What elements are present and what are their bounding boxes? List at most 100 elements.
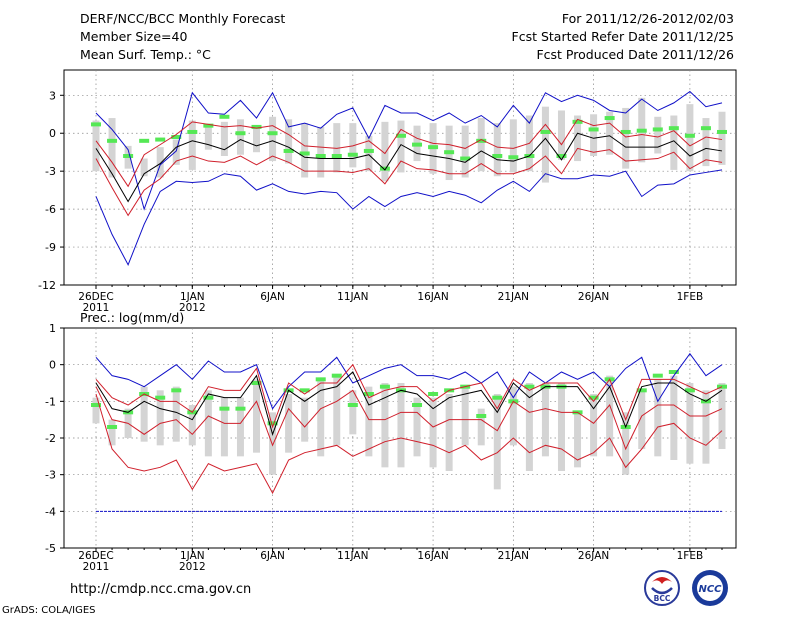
y-tick-label: -6 [45, 203, 56, 216]
median-marker [155, 137, 166, 142]
spread-box [108, 419, 116, 446]
mean-plus-sd-line [95, 363, 723, 429]
precip-title: Prec.: log(mm/d) [80, 310, 184, 325]
median-marker [476, 138, 487, 143]
median-marker [315, 154, 326, 158]
y-tick-label: -2 [45, 432, 56, 445]
spread-box [493, 394, 501, 490]
median-marker [460, 156, 471, 161]
y-tick-label: 0 [49, 127, 56, 140]
mean-line [95, 132, 723, 203]
spread-box [702, 390, 710, 464]
spread-box [317, 379, 325, 457]
median-marker [492, 395, 503, 400]
y-tick-label: 0 [49, 359, 56, 372]
median-marker [492, 154, 503, 158]
median-marker [299, 388, 310, 393]
mean-minus-sd-line [95, 147, 723, 217]
x-tick-sublabel: 2012 [179, 561, 206, 573]
median-marker [299, 151, 310, 156]
median-marker [123, 154, 134, 158]
x-tick-sublabel: 2012 [179, 302, 206, 314]
x-tick-label: 6JAN [260, 550, 285, 562]
spread-box [381, 121, 389, 182]
max-line [95, 90, 723, 211]
median-marker [251, 124, 262, 129]
spread-box [381, 383, 389, 468]
x-tick-label: 6JAN [260, 291, 285, 303]
spread-box [269, 412, 277, 475]
spread-box [220, 397, 228, 457]
median-marker [267, 131, 278, 136]
spread-box [204, 390, 212, 457]
median-marker [652, 373, 663, 378]
spread-box [622, 412, 630, 475]
min-line [95, 169, 723, 266]
median-marker [91, 403, 101, 407]
grads-credit: GrADS: COLA/IGES [2, 605, 96, 616]
median-marker [347, 152, 358, 157]
median-marker [187, 129, 198, 134]
x-tick-label: 1JAN [180, 550, 205, 562]
median-marker [91, 122, 101, 127]
y-tick-label: -1 [45, 395, 56, 408]
x-tick-label: 1FEB [677, 550, 704, 562]
median-marker [412, 142, 423, 147]
median-marker [428, 145, 439, 150]
y-tick-label: -3 [45, 165, 56, 178]
x-tick-label: 26DEC [78, 550, 113, 562]
spread-box [670, 375, 678, 460]
spread-box [429, 397, 437, 468]
spread-box [670, 115, 678, 170]
x-tick-label: 1FEB [677, 291, 704, 303]
source-url[interactable]: http://cmdp.ncc.cma.gov.cn [70, 582, 252, 597]
spread-box [204, 124, 212, 150]
spread-box [365, 135, 373, 172]
median-marker [636, 388, 647, 393]
spread-box [461, 125, 469, 178]
x-tick-label: 16JAN [417, 291, 448, 303]
median-marker [363, 392, 374, 396]
x-tick-label: 21JAN [498, 550, 529, 562]
median-marker [684, 133, 695, 138]
x-tick-label: 16JAN [417, 550, 448, 562]
y-tick-label: -4 [45, 505, 56, 518]
spread-box [718, 383, 726, 449]
spread-box [606, 375, 614, 457]
median-marker [717, 384, 727, 389]
bcc-logo-text: BCC [654, 594, 671, 603]
lower-envelope-line [95, 393, 723, 495]
x-tick-label: 26DEC [78, 291, 113, 303]
x-tick-label: 1JAN [180, 291, 205, 303]
median-marker [588, 395, 599, 400]
median-marker [508, 155, 519, 160]
median-marker [412, 403, 423, 407]
spread-box [317, 126, 325, 178]
median-marker [652, 127, 663, 132]
spread-box [349, 123, 357, 168]
mean-plus-sd-line [95, 118, 723, 188]
spread-box [188, 120, 196, 170]
median-marker [476, 414, 487, 418]
spread-box [220, 121, 228, 156]
median-marker [107, 138, 118, 143]
ncc-logo: NCC [692, 570, 728, 606]
spread-box [702, 118, 710, 167]
median-marker [540, 129, 551, 134]
max-line [95, 352, 723, 410]
spread-box [574, 412, 582, 468]
y-tick-label: 3 [49, 89, 56, 102]
spread-box [557, 110, 565, 160]
y-tick-label: -12 [38, 279, 56, 292]
spread-box [349, 390, 357, 435]
spread-box [156, 147, 164, 178]
spread-box [654, 116, 662, 154]
spread-box [285, 394, 293, 453]
plot-frame [63, 69, 737, 286]
median-marker [363, 148, 374, 153]
spread-box [718, 111, 726, 165]
spread-box [140, 158, 148, 177]
mean-line [95, 371, 723, 436]
spread-box [172, 139, 180, 165]
spread-box [509, 386, 517, 446]
